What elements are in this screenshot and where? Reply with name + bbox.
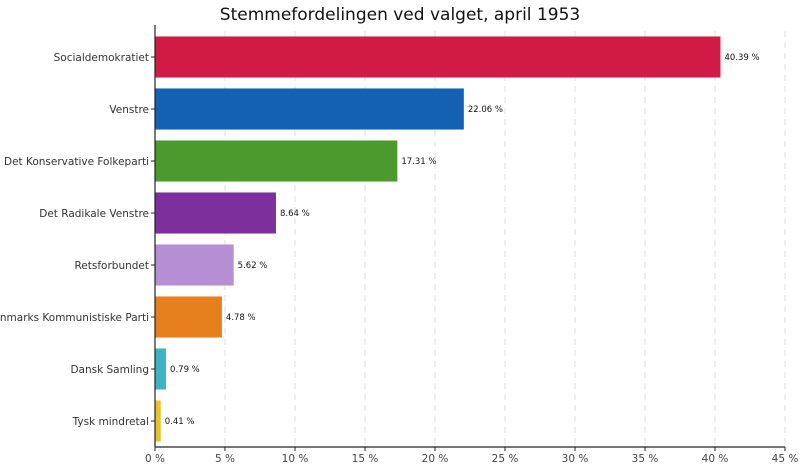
category-label: Det Radikale Venstre (39, 208, 149, 220)
x-tick-label: 40 % (702, 453, 729, 465)
value-label: 0.41 % (165, 417, 195, 427)
x-tick-label: 0 % (145, 453, 165, 465)
bar (155, 296, 222, 338)
labels: Socialdemokratiet 40.39 % Venstre 22.06 % De… (0, 52, 798, 465)
value-label: 8.64 % (280, 209, 310, 219)
value-label: 40.39 % (724, 53, 759, 63)
category-label: Socialdemokratiet (54, 52, 149, 64)
x-tick-label: 20 % (422, 453, 449, 465)
bar (155, 140, 398, 182)
x-tick-label: 30 % (562, 453, 589, 465)
category-label: Dansk Samling (70, 364, 149, 376)
category-label: Det Konservative Folkeparti (4, 156, 149, 168)
x-tick-label: 15 % (352, 453, 379, 465)
value-label: 5.62 % (238, 261, 268, 271)
bar (155, 244, 234, 286)
x-tick-label: 45 % (772, 453, 799, 465)
bars (155, 36, 721, 442)
value-label: 22.06 % (468, 105, 503, 115)
bar (155, 192, 276, 234)
x-tick-label: 35 % (632, 453, 659, 465)
x-tick-label: 5 % (215, 453, 235, 465)
bar (155, 36, 721, 78)
x-tick-label: 10 % (282, 453, 309, 465)
category-label: Tysk mindretal (72, 416, 149, 428)
value-label: 4.78 % (226, 313, 256, 323)
category-label: Danmarks Kommunistiske Parti (0, 312, 149, 324)
category-label: Retsforbundet (74, 260, 149, 272)
bar (155, 400, 161, 442)
bar (155, 348, 167, 390)
x-tick-label: 25 % (492, 453, 519, 465)
value-label: 17.31 % (401, 157, 436, 167)
bar (155, 88, 464, 130)
category-label: Venstre (109, 104, 149, 116)
value-label: 0.79 % (170, 365, 200, 375)
chart-title: Stemmefordelingen ved valget, april 1953 (220, 5, 580, 25)
